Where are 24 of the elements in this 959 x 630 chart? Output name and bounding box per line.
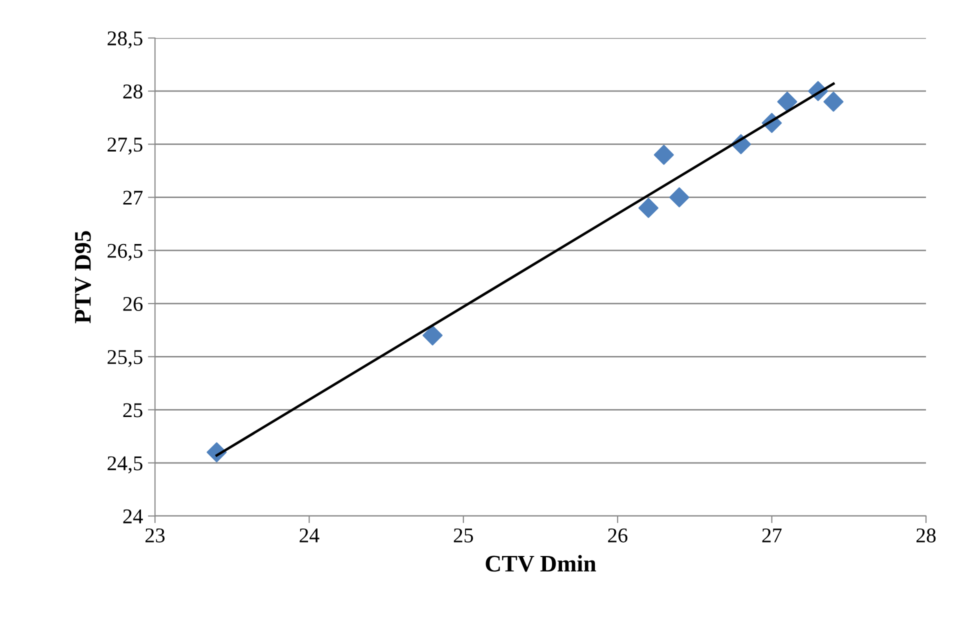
x-tick-label: 27 <box>762 528 782 542</box>
y-tick-label: 26,5 <box>108 244 142 261</box>
y-tick-label: 24,5 <box>108 456 142 474</box>
y-tick-label: 27,5 <box>108 138 142 155</box>
y-tick-label: 24 <box>123 509 143 524</box>
point <box>823 92 844 112</box>
point <box>654 144 674 165</box>
y-axis-title: PTV D95 <box>74 231 91 324</box>
x-tick-label: 28 <box>916 528 936 542</box>
x-axis-title: CTV Dmin <box>486 555 596 572</box>
y-tick-label: 26 <box>123 296 143 311</box>
y-tick-label: 27 <box>123 190 143 205</box>
y-tick-label: 28 <box>123 84 142 99</box>
x-tick-label: 25 <box>454 528 474 542</box>
x-tick-label: 26 <box>608 528 628 542</box>
y-tick-label: 25,5 <box>108 350 142 368</box>
point <box>638 198 658 218</box>
y-tick-label: 28,5 <box>108 31 142 48</box>
point <box>669 187 690 208</box>
x-tick-label: 24 <box>300 528 320 542</box>
point <box>777 92 798 112</box>
point <box>422 325 443 346</box>
y-tick-label: 25 <box>123 403 142 418</box>
x-tick-label: 23 <box>146 528 165 542</box>
